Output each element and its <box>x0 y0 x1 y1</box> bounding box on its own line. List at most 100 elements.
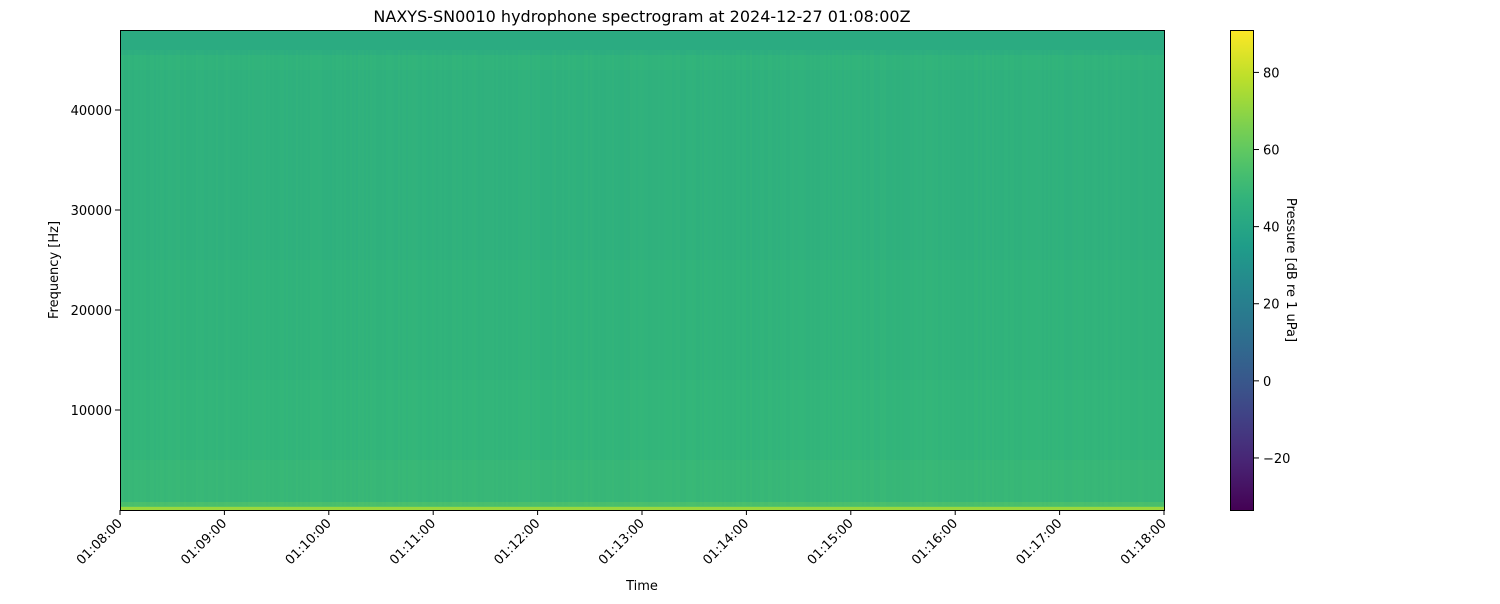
spectrogram-column <box>164 50 166 506</box>
spectrogram-column <box>196 50 198 506</box>
spectrogram-column <box>1110 50 1112 506</box>
spectrogram-column <box>434 50 436 506</box>
spectrogram-column <box>1158 50 1160 506</box>
spectrogram-column <box>918 50 920 506</box>
spectrogram-column <box>664 50 666 506</box>
spectrogram-column <box>428 50 430 506</box>
spectrogram-column <box>898 50 900 506</box>
spectrogram-column <box>170 50 172 506</box>
spectrogram-column <box>626 50 628 506</box>
spectrogram-column <box>916 50 918 506</box>
spectrogram-column <box>462 50 464 506</box>
spectrogram-column <box>278 50 280 506</box>
spectrogram-column <box>178 50 180 506</box>
spectrogram-column <box>772 50 774 506</box>
spectrogram-column <box>770 50 772 506</box>
spectrogram-column <box>362 50 364 506</box>
spectrogram-streaks <box>120 50 1164 506</box>
y-tick-label: 10000 <box>71 404 112 419</box>
spectrogram-column <box>474 50 476 506</box>
spectrogram-column <box>622 50 624 506</box>
spectrogram-column <box>1096 50 1098 506</box>
colorbar-tick-label: 0 <box>1263 375 1271 390</box>
spectrogram-column <box>842 50 844 506</box>
spectrogram-column <box>1070 50 1072 506</box>
spectrogram-column <box>580 50 582 506</box>
spectrogram-column <box>582 50 584 506</box>
spectrogram-column <box>674 50 676 506</box>
x-tick-label: 01:13:00 <box>596 516 648 568</box>
spectrogram-column <box>516 50 518 506</box>
spectrogram-column <box>990 50 992 506</box>
spectrogram-column <box>1030 50 1032 506</box>
spectrogram-column <box>848 50 850 506</box>
spectrogram-column <box>1092 50 1094 506</box>
spectrogram-column <box>1010 50 1012 506</box>
x-tick-label: 01:15:00 <box>805 516 857 568</box>
spectrogram-column <box>360 50 362 506</box>
spectrogram-column <box>518 50 520 506</box>
spectrogram-column <box>870 50 872 506</box>
spectrogram-column <box>594 50 596 506</box>
spectrogram-column <box>1162 50 1164 506</box>
spectrogram-column <box>216 50 218 506</box>
spectrogram-column <box>706 50 708 506</box>
spectrogram-column <box>1072 50 1074 506</box>
spectrogram-column <box>352 50 354 506</box>
spectrogram-column <box>730 50 732 506</box>
spectrogram-column <box>248 50 250 506</box>
spectrogram-column <box>130 50 132 506</box>
spectrogram-column <box>326 50 328 506</box>
spectrogram-column <box>308 50 310 506</box>
spectrogram-column <box>970 50 972 506</box>
spectrogram-column <box>302 50 304 506</box>
spectrogram-column <box>862 50 864 506</box>
colorbar-tick-label: 40 <box>1263 221 1280 236</box>
spectrogram-column <box>122 50 124 506</box>
x-tick-label: 01:12:00 <box>492 516 544 568</box>
spectrogram-column <box>184 50 186 506</box>
spectrogram-column <box>370 50 372 506</box>
spectrogram-column <box>882 50 884 506</box>
spectrogram-column <box>1106 50 1108 506</box>
spectrogram-column <box>244 50 246 506</box>
spectrogram-column <box>826 50 828 506</box>
spectrogram-column <box>740 50 742 506</box>
spectrogram-column <box>260 50 262 506</box>
spectrogram-column <box>286 50 288 506</box>
spectrogram-column <box>386 50 388 506</box>
spectrogram-column <box>804 50 806 506</box>
spectrogram-column <box>684 50 686 506</box>
spectrogram-column <box>1008 50 1010 506</box>
spectrogram-column <box>1028 50 1030 506</box>
spectrogram-column <box>136 50 138 506</box>
spectrogram-column <box>960 50 962 506</box>
spectrogram-column <box>242 50 244 506</box>
spectrogram-column <box>646 50 648 506</box>
spectrogram-column <box>356 50 358 506</box>
spectrogram-column <box>350 50 352 506</box>
spectrogram-column <box>1034 50 1036 506</box>
spectrogram-column <box>968 50 970 506</box>
spectrogram-column <box>678 50 680 506</box>
spectrogram-column <box>734 50 736 506</box>
spectrogram-column <box>754 50 756 506</box>
spectrogram-column <box>288 50 290 506</box>
spectrogram-column <box>478 50 480 506</box>
spectrogram-column <box>732 50 734 506</box>
spectrogram-column <box>148 50 150 506</box>
spectrogram-column <box>562 50 564 506</box>
spectrogram-column <box>526 50 528 506</box>
spectrogram-column <box>586 50 588 506</box>
spectrogram-column <box>290 50 292 506</box>
spectrogram-column <box>570 50 572 506</box>
colorbar-tick-label: 20 <box>1263 298 1280 313</box>
spectrogram-column <box>748 50 750 506</box>
spectrogram-column <box>176 50 178 506</box>
spectrogram-column <box>342 50 344 506</box>
spectrogram-column <box>702 50 704 506</box>
spectrogram-column <box>724 50 726 506</box>
spectrogram-column <box>782 50 784 506</box>
spectrogram-column <box>872 50 874 506</box>
